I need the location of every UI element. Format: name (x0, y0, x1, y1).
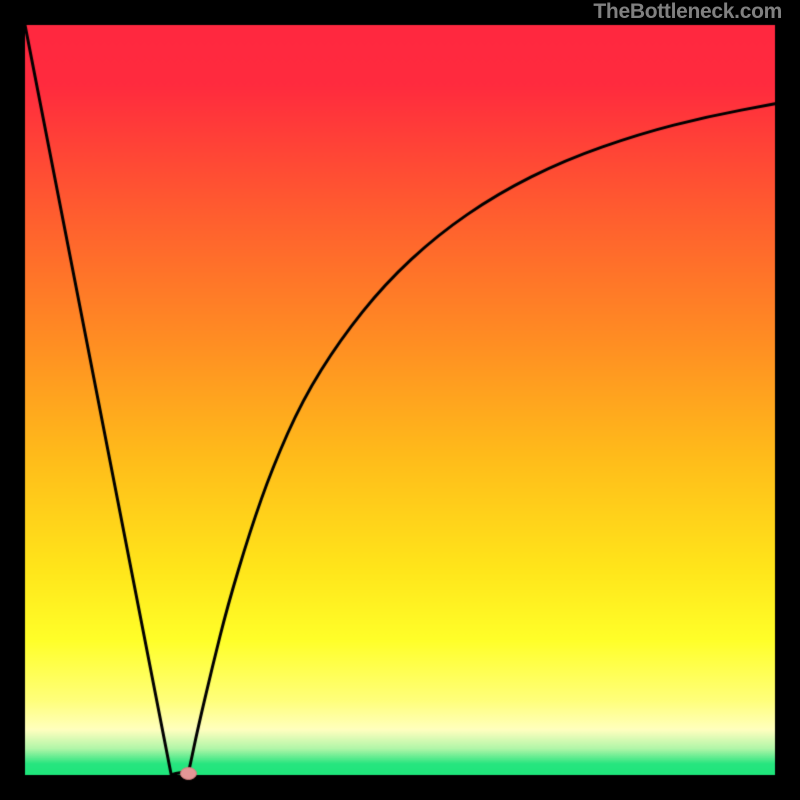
bottleneck-chart (0, 0, 800, 800)
watermark-text: TheBottleneck.com (593, 0, 782, 24)
